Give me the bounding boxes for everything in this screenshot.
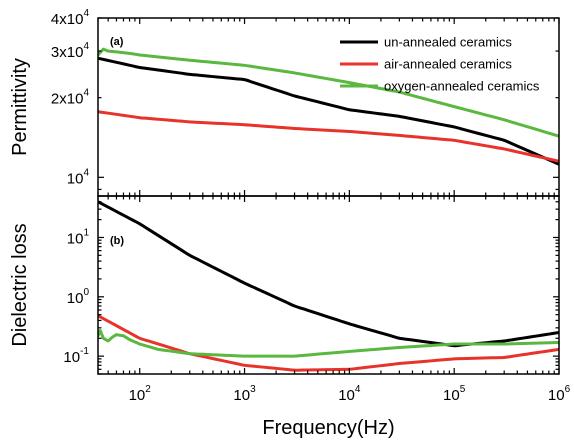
panel-a-ytick-label: 104 [67,167,90,187]
panel-b-ytick-label: 101 [67,227,90,247]
panel-a-series-unannealed-line [98,56,559,166]
panel-b-ytick-label: 10-1 [63,346,89,366]
panel-a-series-airannealed-line [98,110,559,163]
panel-b-ytick-mantissa: 10 [63,349,80,366]
panel-b-ytick-mantissa: 10 [67,230,84,247]
panel-b-ytick-exponent: -1 [80,346,89,357]
xtick-mantissa: 10 [129,387,146,404]
xtick-mantissa: 10 [233,387,250,404]
panel-a-ytick-mantissa: 4x10 [51,11,84,28]
xtick-exponent: 2 [145,384,151,395]
legend-label-unannealed: un-annealed ceramics [384,35,512,50]
panel-a-ylabel: Permittivity [9,58,31,156]
legend-label-airannealed: air-annealed ceramics [384,57,512,72]
xtick-label: 102 [129,384,152,404]
panel-b-series-airannealed-line [98,314,559,372]
panel-a-ytick-label: 3x104 [51,41,90,61]
xtick-label: 106 [548,384,571,404]
legend-label-oxygenannealed: oxygen-annealed ceramics [384,79,540,94]
panel-b-ytick-mantissa: 10 [67,290,84,307]
xtick-mantissa: 10 [338,387,355,404]
xtick-exponent: 4 [355,384,361,395]
panel-a-series-oxygenannealed-line [98,47,559,138]
xtick-label: 105 [443,384,466,404]
panel-b-frame [97,195,560,375]
panel-a-ytick-exponent: 4 [83,88,89,99]
panel-b-ytick-exponent: 0 [83,287,89,298]
panel-a-ytick-exponent: 4 [83,41,89,52]
panel-a-ytick-mantissa: 10 [67,170,84,187]
xtick-exponent: 3 [250,384,256,395]
xtick-mantissa: 10 [548,387,565,404]
panel-b-series-group [98,200,559,372]
xlabel: Frequency(Hz) [262,417,394,439]
xtick-label: 103 [233,384,256,404]
panel-a-ytick-exponent: 4 [83,8,89,19]
panel-a-label: (a) [110,36,124,48]
xtick-label: 104 [338,384,361,404]
panel-b-ylabel: Dielectric loss [9,223,31,346]
xtick-exponent: 6 [565,384,571,395]
panel-b-ytick-label: 100 [67,287,90,307]
panel-a-ytick-label: 2x104 [51,88,90,108]
panel-a-ytick-mantissa: 3x10 [51,44,84,61]
panel-a-ytick-mantissa: 2x10 [51,91,84,108]
xtick-exponent: 5 [460,384,466,395]
xtick-mantissa: 10 [443,387,460,404]
panel-a-ytick-exponent: 4 [83,167,89,178]
panel-a-ytick-label: 4x104 [51,8,90,28]
panel-a-series-group [98,47,559,166]
panel-b-ytick-exponent: 1 [83,227,89,238]
panel-b-series-oxygenannealed-line [98,329,559,358]
panel-b-label: (b) [110,235,124,247]
